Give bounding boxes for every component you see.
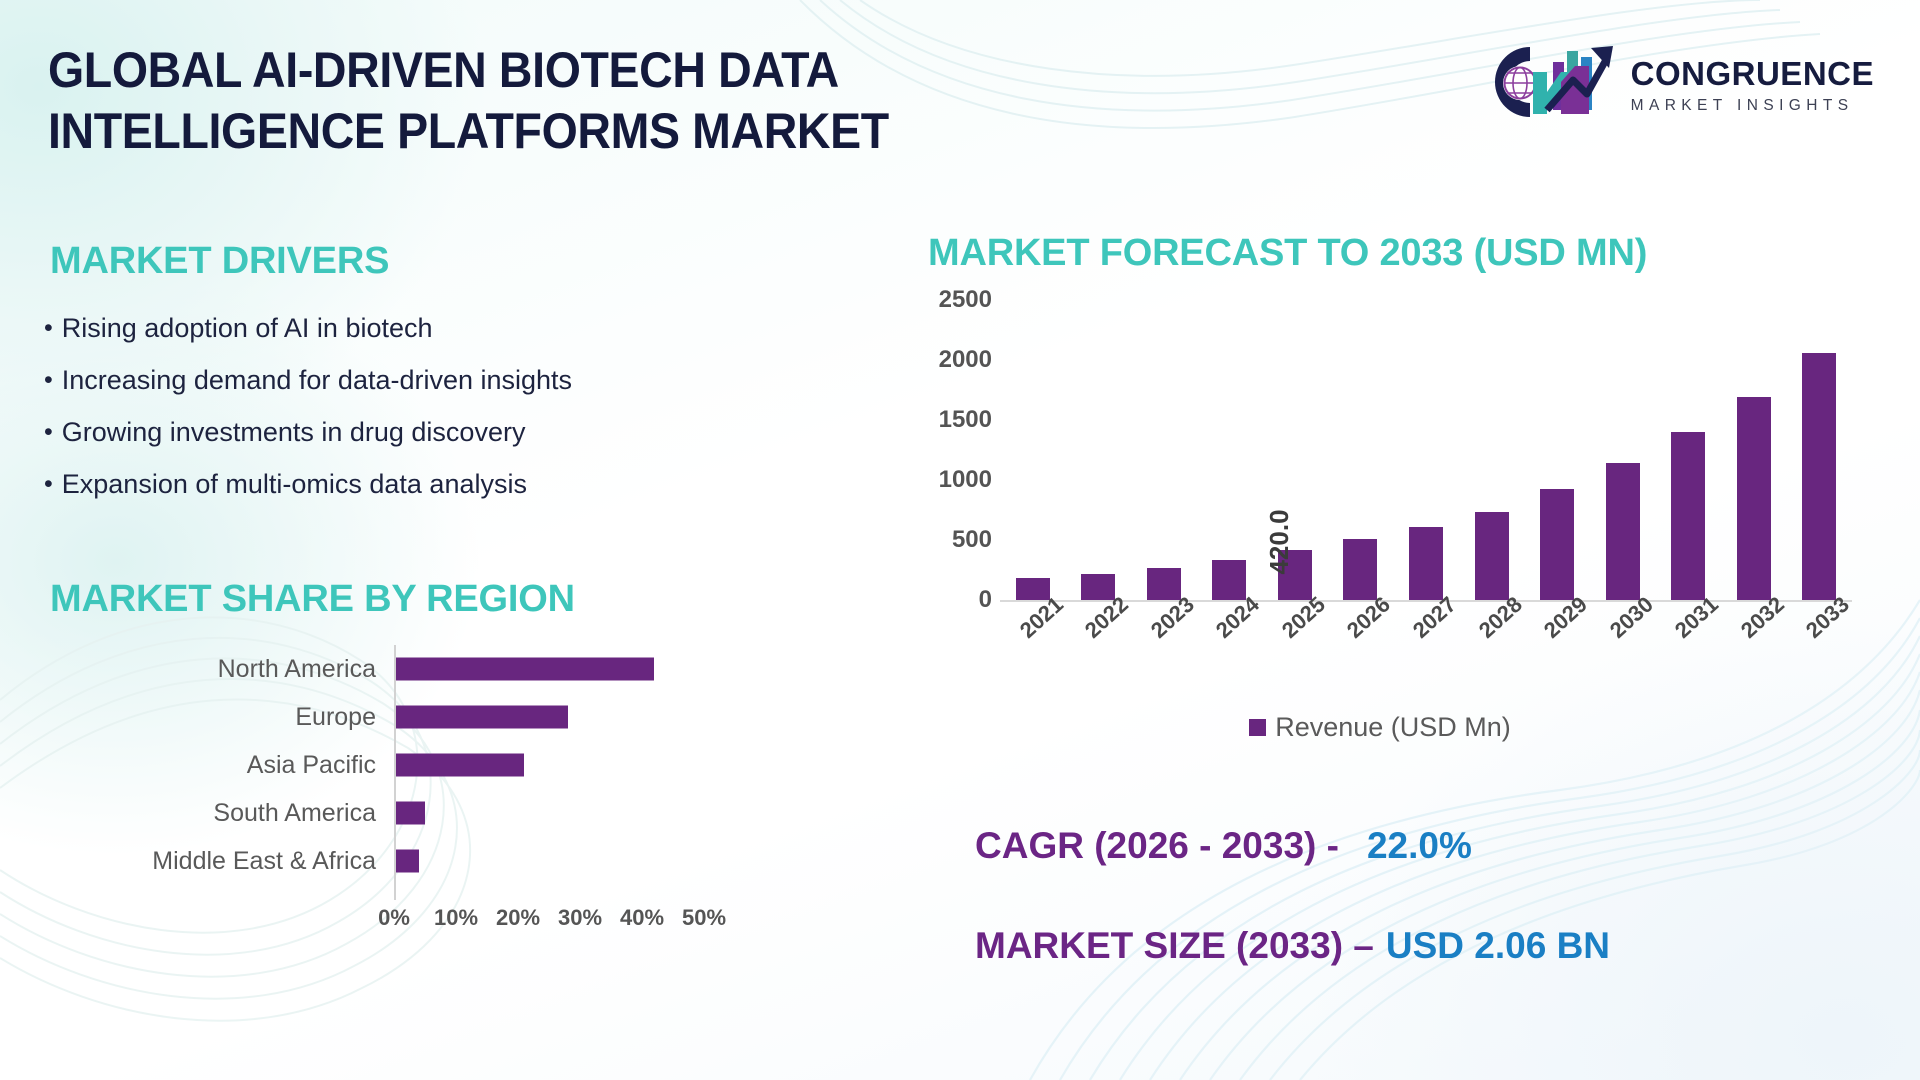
- forecast-bar-slot: [1590, 300, 1656, 600]
- market-share-by-region-chart: North America Europe Asia Pacific South Ame…: [44, 645, 726, 985]
- bullet-icon: •: [44, 470, 53, 498]
- region-bar: [394, 657, 655, 681]
- forecast-bar-slot: [1721, 300, 1787, 600]
- market-forecast-chart: 0 500 1000 1500 2000 2500 2021 2022 2023 2024 420…: [900, 286, 1860, 643]
- region-bar-track: [394, 693, 704, 741]
- logo-name: CONGRUENCE: [1630, 54, 1874, 92]
- bullet-icon: •: [44, 366, 53, 394]
- region-bar-row: South America: [44, 789, 704, 837]
- brand-logo: CONGRUENCE MARKET INSIGHTS: [1487, 42, 1874, 126]
- forecast-y-tick: 2500: [938, 286, 992, 313]
- region-axis-tick: 40%: [619, 905, 665, 930]
- legend-swatch-icon: [1249, 719, 1267, 736]
- region-axis-tick: 30%: [557, 905, 603, 930]
- logo-tagline: MARKET INSIGHTS: [1630, 96, 1854, 114]
- market-size-stat: MARKET SIZE (2033) – USD 2.06 BN: [975, 925, 1610, 967]
- forecast-bar: [1605, 463, 1640, 600]
- forecast-bar: [1146, 568, 1181, 600]
- cm-globe-growth-logo-icon: [1494, 46, 1613, 117]
- region-axis-line: [394, 645, 396, 900]
- region-label: North America: [217, 654, 376, 683]
- forecast-bar-slot: [1524, 300, 1590, 600]
- forecast-bar: [1474, 511, 1509, 600]
- bullet-icon: •: [44, 314, 53, 342]
- forecast-bar-slot: [1066, 300, 1132, 600]
- forecast-y-tick: 1500: [938, 406, 992, 433]
- forecast-bar-slot: [1328, 300, 1394, 600]
- forecast-plot-area: 2021 2022 2023 2024 420.0 2025 2026 2027 2028 202…: [1000, 300, 1854, 643]
- region-label: Asia Pacific: [246, 750, 376, 779]
- forecast-bar-slot: [1393, 300, 1459, 600]
- forecast-y-tick: 1000: [938, 466, 992, 493]
- market-forecast-heading: MARKET FORECAST TO 2033 (USD MN): [928, 232, 1648, 274]
- region-bar: [394, 849, 419, 873]
- region-axis-tick: 50%: [681, 905, 727, 930]
- logo-wordmark: CONGRUENCE MARKET INSIGHTS: [1631, 55, 1874, 114]
- market-driver-text: Increasing demand for data-driven insigh…: [61, 365, 573, 395]
- forecast-bar: [1343, 538, 1378, 600]
- region-axis-tick: 10%: [433, 905, 479, 930]
- market-driver-text: Expansion of multi-omics data analysis: [61, 469, 527, 499]
- forecast-bar: [1736, 397, 1771, 600]
- market-share-heading: MARKET SHARE BY REGION: [50, 578, 575, 620]
- forecast-y-tick: 500: [951, 526, 992, 553]
- forecast-y-axis: 0 500 1000 1500 2000 2500: [900, 286, 992, 613]
- forecast-bar: [1015, 578, 1050, 600]
- forecast-y-tick: 2000: [938, 346, 992, 373]
- forecast-bar: [1671, 432, 1706, 600]
- region-bar-rows: North America Europe Asia Pacific South Ame…: [44, 645, 704, 885]
- cagr-value: 22.0%: [1366, 825, 1472, 866]
- region-bar: [394, 801, 425, 825]
- cagr-stat: CAGR (2026 - 2033) - 22.0%: [975, 825, 1472, 867]
- market-size-value: USD 2.06 BN: [1385, 925, 1611, 966]
- region-bar-row: Europe: [44, 693, 704, 741]
- market-size-label: MARKET SIZE (2033) –: [975, 925, 1374, 966]
- region-bar-row: North America: [44, 645, 704, 693]
- forecast-bar-slot: 420.0: [1262, 300, 1328, 600]
- header: GLOBAL AI-DRIVEN BIOTECH DATA INTELLIGEN…: [0, 0, 1920, 210]
- market-drivers-list: • Rising adoption of AI in biotech • Increa…: [44, 315, 744, 523]
- region-axis-tick: 20%: [495, 905, 541, 930]
- region-label: Middle East & Africa: [152, 846, 376, 875]
- region-bar-track: [394, 741, 704, 789]
- forecast-bar-slot: [1000, 300, 1066, 600]
- region-bar-row: Asia Pacific: [44, 741, 704, 789]
- forecast-bar: [1212, 560, 1247, 600]
- region-bar-track: [394, 837, 704, 885]
- forecast-bar: [1540, 489, 1575, 600]
- market-driver-text: Rising adoption of AI in biotech: [61, 313, 433, 343]
- market-driver-item: • Growing investments in drug discovery: [44, 419, 744, 446]
- forecast-y-tick: 0: [978, 586, 992, 613]
- market-driver-item: • Increasing demand for data-driven insig…: [44, 367, 744, 394]
- forecast-bar: [1277, 549, 1312, 600]
- region-bar-row: Middle East & Africa: [44, 837, 704, 885]
- market-driver-item: • Expansion of multi-omics data analysis: [44, 471, 744, 498]
- forecast-legend: Revenue (USD Mn): [900, 712, 1860, 743]
- cagr-label: CAGR (2026 - 2033) -: [975, 825, 1339, 866]
- region-axis-tick: 0%: [378, 905, 410, 930]
- region-bar-track: [394, 789, 704, 837]
- legend-label: Revenue (USD Mn): [1275, 712, 1511, 742]
- forecast-bar-slot: [1655, 300, 1721, 600]
- bullet-icon: •: [44, 418, 53, 446]
- market-driver-item: • Rising adoption of AI in biotech: [44, 315, 744, 342]
- forecast-bar-value-label: 420.0: [1263, 509, 1294, 575]
- forecast-bar-slot: [1131, 300, 1197, 600]
- region-bar: [394, 753, 525, 777]
- forecast-bar-slot: [1459, 300, 1525, 600]
- forecast-bar: [1408, 526, 1444, 600]
- region-bar: [394, 705, 568, 729]
- forecast-bar: [1802, 352, 1837, 600]
- page-title: GLOBAL AI-DRIVEN BIOTECH DATA INTELLIGEN…: [48, 42, 889, 159]
- region-label: South America: [213, 798, 376, 827]
- market-drivers-heading: MARKET DRIVERS: [50, 240, 390, 282]
- region-x-axis-ticks: 0% 10% 20% 30% 40% 50%: [378, 905, 726, 939]
- forecast-bar-slot: [1786, 300, 1852, 600]
- region-label: Europe: [295, 702, 376, 731]
- forecast-bar-slot: [1197, 300, 1263, 600]
- region-bar-track: [394, 645, 704, 693]
- market-driver-text: Growing investments in drug discovery: [61, 417, 526, 447]
- forecast-bar: [1081, 574, 1116, 600]
